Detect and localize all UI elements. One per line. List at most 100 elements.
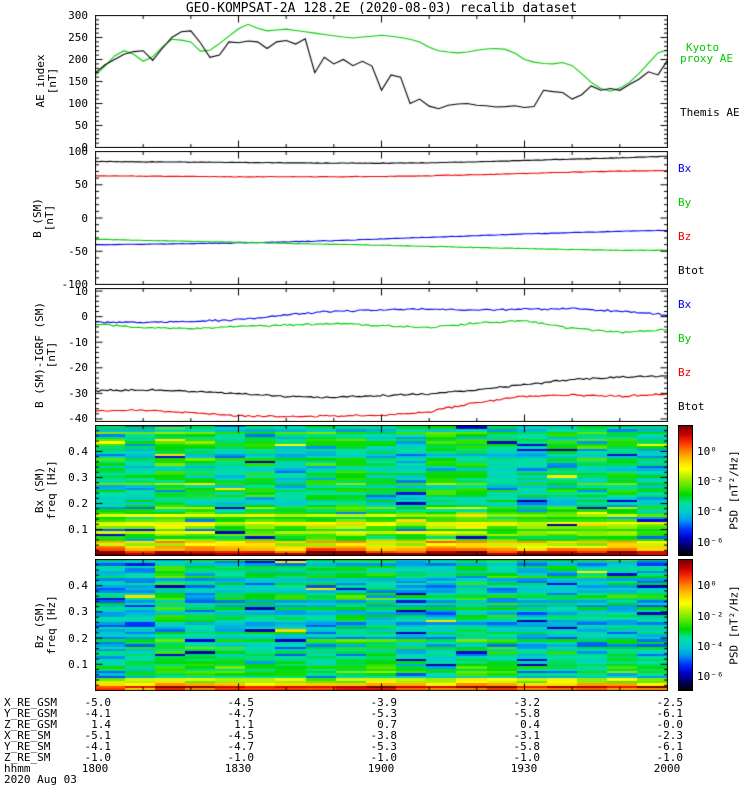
legend-bsm-by: By — [678, 196, 692, 209]
ae-index-plot — [95, 15, 668, 148]
xtick-time-2000: 2000 — [653, 762, 681, 775]
ae-ytick-250: 250 — [68, 31, 88, 44]
bz-spec-axis-label: Bz (SM) freq [Hz] — [33, 595, 58, 655]
ephemeris-value-z_re_sm-1900: -1.0 — [370, 751, 398, 764]
date-label: 2020 Aug 03 — [4, 773, 77, 786]
b-sm-ytick-0: 0 — [81, 212, 88, 225]
psd-colorbar-label-bx: PSD [nT²/Hz] — [727, 450, 741, 530]
ephemeris-value-y_re_gsm-2000: -6.1 — [656, 707, 684, 720]
xtick-time-1830: 1830 — [224, 762, 252, 775]
psd-colorbar-bz-tick-3: 10⁻⁶ — [697, 670, 724, 683]
b-sm-ytick-100: 100 — [68, 145, 88, 158]
b-sm-igrf-plot — [95, 288, 668, 422]
psd-colorbar-bz-tick-2: 10⁻⁴ — [697, 640, 724, 653]
time-axis-label: hhmm — [4, 762, 31, 775]
spec-bx-ytick-0.1: 0.1 — [68, 523, 88, 536]
psd-colorbar-bx — [678, 425, 693, 556]
bx-spec-axis-unit: freq [Hz] — [45, 460, 58, 520]
ae-ytick-100: 100 — [68, 97, 88, 110]
ephemeris-label-y-re-sm: Y_RE_SM — [4, 740, 51, 753]
spec-bz-ytick-0.1: 0.1 — [68, 658, 88, 671]
ephemeris-value-z_re_sm-1800: -1.0 — [84, 751, 112, 764]
ephemeris-value-x_re_sm-1930: -3.1 — [513, 729, 541, 742]
legend-bsm-btot: Btot — [678, 264, 705, 277]
spec-bx-ytick-0.4: 0.4 — [68, 445, 88, 458]
ephemeris-value-z_re_gsm-1930: 0.4 — [520, 718, 540, 731]
ephemeris-value-y_re_sm-2000: -6.1 — [656, 740, 684, 753]
psd-colorbar-label-bz: PSD [nT²/Hz] — [727, 585, 741, 665]
b-sm-ytick-50: 50 — [74, 178, 88, 191]
ephemeris-value-y_re_gsm-1800: -4.1 — [84, 707, 112, 720]
ephemeris-value-x_re_sm-1900: -3.8 — [370, 729, 398, 742]
ephemeris-label-x-re-gsm: X_RE_GSM — [4, 696, 57, 709]
legend-bsm-bz: Bz — [678, 230, 692, 243]
ae-ytick-300: 300 — [68, 9, 88, 22]
ephemeris-value-z_re_gsm-1830: 1.1 — [234, 718, 254, 731]
b-igrf-ytick--30: -30 — [68, 387, 88, 400]
spec-bx-ytick-0.2: 0.2 — [68, 497, 88, 510]
ephemeris-value-z_re_gsm-1800: 1.4 — [91, 718, 111, 731]
legend-bigrf-btot: Btot — [678, 400, 705, 413]
ephemeris-value-z_re_sm-1930: -1.0 — [513, 751, 541, 764]
ephemeris-value-y_re_gsm-1900: -5.3 — [370, 707, 398, 720]
ae-ytick-0: 0 — [81, 141, 88, 154]
ephemeris-label-z-re-sm: Z_RE_SM — [4, 751, 51, 764]
bz-spec-axis-unit: freq [Hz] — [45, 595, 58, 655]
b-sm-ytick--100: -100 — [61, 278, 89, 291]
ephemeris-label-z-re-gsm: Z_RE_GSM — [4, 718, 57, 731]
ephemeris-value-y_re_sm-1800: -4.1 — [84, 740, 112, 753]
psd-colorbar-bx-tick-3: 10⁻⁶ — [697, 536, 724, 549]
bx-spec-axis-label: Bx (SM) freq [Hz] — [33, 460, 58, 520]
spec-bz-ytick-0.3: 0.3 — [68, 605, 88, 618]
bx-spectrogram — [95, 425, 668, 556]
figure-title: GEO-KOMPSAT-2A 128.2E (2020-08-03) recal… — [185, 1, 578, 16]
b-sm-ytick--50: -50 — [68, 245, 88, 258]
ephemeris-value-z_re_sm-1830: -1.0 — [227, 751, 255, 764]
ephemeris-value-x_re_gsm-1800: -5.0 — [84, 696, 112, 709]
ephemeris-label-y-re-gsm: Y_RE_GSM — [4, 707, 57, 720]
legend-themis-ae: Themis AE — [680, 106, 740, 119]
legend-kyoto-line1: Kyoto — [686, 41, 720, 54]
xtick-time-1930: 1930 — [510, 762, 538, 775]
ephemeris-value-x_re_gsm-1930: -3.2 — [513, 696, 541, 709]
b-igrf-ytick--40: -40 — [68, 412, 88, 425]
legend-bigrf-bx: Bx — [678, 298, 692, 311]
b-igrf-ytick-10: 10 — [74, 285, 88, 298]
ae-ytick-50: 50 — [74, 119, 88, 132]
ephemeris-value-z_re_gsm-1900: 0.7 — [377, 718, 397, 731]
ephemeris-value-x_re_sm-1800: -5.1 — [84, 729, 112, 742]
psd-colorbar-bx-tick-2: 10⁻⁴ — [697, 505, 724, 518]
psd-colorbar-bx-tick-1: 10⁻² — [697, 475, 724, 488]
b-igrf-ytick-0: 0 — [81, 310, 88, 323]
legend-kyoto-proxy-ae: Kyoto proxy AE — [680, 42, 733, 64]
psd-colorbar-bz-tick-0: 10⁰ — [697, 579, 717, 592]
ephemeris-label-x-re-sm: X_RE_SM — [4, 729, 51, 742]
ephemeris-value-x_re_gsm-1900: -3.9 — [370, 696, 398, 709]
spec-bz-ytick-0.4: 0.4 — [68, 579, 88, 592]
ephemeris-value-z_re_gsm-2000: -0.0 — [656, 718, 684, 731]
legend-bsm-bx: Bx — [678, 162, 692, 175]
b-igrf-ytick--10: -10 — [68, 336, 88, 349]
ephemeris-value-x_re_sm-1830: -4.5 — [227, 729, 255, 742]
psd-colorbar-bz — [678, 559, 693, 691]
legend-bigrf-by: By — [678, 332, 692, 345]
ephemeris-value-x_re_sm-2000: -2.3 — [656, 729, 684, 742]
psd-colorbar-bz-tick-1: 10⁻² — [697, 610, 724, 623]
ae-ytick-200: 200 — [68, 53, 88, 66]
xtick-time-1900: 1900 — [367, 762, 395, 775]
spec-bz-ytick-0.2: 0.2 — [68, 632, 88, 645]
ephemeris-value-x_re_gsm-2000: -2.5 — [656, 696, 684, 709]
ephemeris-value-y_re_sm-1830: -4.7 — [227, 740, 255, 753]
b-sm-plot — [95, 151, 668, 285]
xtick-time-1800: 1800 — [81, 762, 109, 775]
bz-spectrogram — [95, 559, 668, 691]
ephemeris-value-x_re_gsm-1830: -4.5 — [227, 696, 255, 709]
psd-colorbar-bx-tick-0: 10⁰ — [697, 445, 717, 458]
legend-bigrf-bz: Bz — [678, 366, 692, 379]
legend-kyoto-line2: proxy AE — [680, 52, 733, 65]
ephemeris-value-y_re_gsm-1830: -4.7 — [227, 707, 255, 720]
ae-ytick-150: 150 — [68, 75, 88, 88]
ephemeris-value-z_re_sm-2000: -1.0 — [656, 751, 684, 764]
b-igrf-ytick--20: -20 — [68, 361, 88, 374]
